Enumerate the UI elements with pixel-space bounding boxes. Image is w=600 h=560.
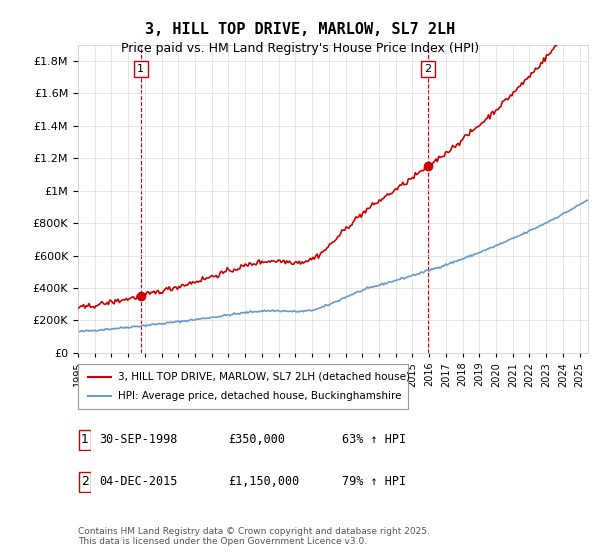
FancyBboxPatch shape [79, 430, 91, 450]
Text: 2: 2 [80, 475, 89, 488]
Text: 1: 1 [137, 64, 144, 74]
Text: HPI: Average price, detached house, Buckinghamshire: HPI: Average price, detached house, Buck… [118, 391, 401, 402]
FancyBboxPatch shape [78, 364, 408, 409]
Text: 04-DEC-2015: 04-DEC-2015 [99, 475, 178, 488]
Text: Contains HM Land Registry data © Crown copyright and database right 2025.
This d: Contains HM Land Registry data © Crown c… [78, 526, 430, 546]
FancyBboxPatch shape [79, 472, 91, 492]
Text: £1,150,000: £1,150,000 [228, 475, 299, 488]
Text: 2: 2 [424, 64, 431, 74]
Text: 79% ↑ HPI: 79% ↑ HPI [342, 475, 406, 488]
Text: 63% ↑ HPI: 63% ↑ HPI [342, 433, 406, 446]
Text: £350,000: £350,000 [228, 433, 285, 446]
Text: 1: 1 [80, 433, 89, 446]
Text: 3, HILL TOP DRIVE, MARLOW, SL7 2LH (detached house): 3, HILL TOP DRIVE, MARLOW, SL7 2LH (deta… [118, 371, 410, 381]
Text: 30-SEP-1998: 30-SEP-1998 [99, 433, 178, 446]
Text: Price paid vs. HM Land Registry's House Price Index (HPI): Price paid vs. HM Land Registry's House … [121, 42, 479, 55]
Text: 3, HILL TOP DRIVE, MARLOW, SL7 2LH: 3, HILL TOP DRIVE, MARLOW, SL7 2LH [145, 22, 455, 38]
